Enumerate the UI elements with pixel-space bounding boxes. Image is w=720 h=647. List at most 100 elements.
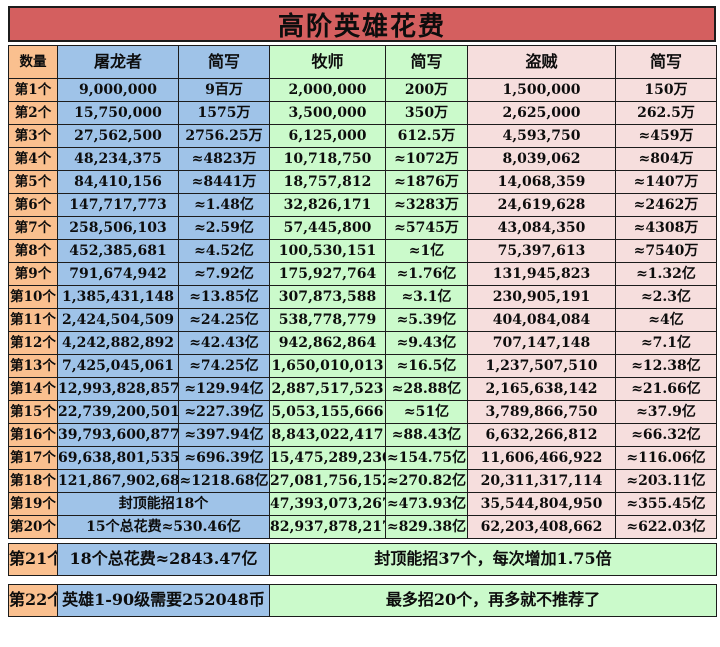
value-cell: ≈4308万 — [615, 216, 717, 240]
row-label: 第18个 — [8, 469, 58, 493]
value-cell: ≈37.9亿 — [615, 400, 717, 424]
value-cell: 62,203,408,662 — [467, 515, 616, 539]
table-row: 第14个 12,993,828,857 ≈129.94亿 2,887,517,523 ≈… — [8, 377, 717, 401]
value-cell: ≈1876万 — [385, 170, 468, 194]
value-cell: 2,424,504,509 — [57, 308, 179, 332]
table-row: 第15个 22,739,200,501 ≈227.39亿 5,053,155,666 ≈… — [8, 400, 717, 424]
value-cell: ≈2.3亿 — [615, 285, 717, 309]
value-cell: ≈154.75亿 — [385, 446, 468, 470]
value-cell: ≈66.32亿 — [615, 423, 717, 447]
value-cell: 791,674,942 — [57, 262, 179, 286]
value-cell: 1,385,431,148 — [57, 285, 179, 309]
value-cell: 35,544,804,950 — [467, 492, 616, 516]
table-title: 高阶英雄花费 — [8, 6, 716, 42]
value-cell: ≈459万 — [615, 124, 717, 148]
table-row: 第5个 84,410,156 ≈8441万 18,757,812 ≈1876万 14,06… — [8, 170, 717, 194]
value-cell: 27,081,756,152 — [269, 469, 386, 493]
value-cell: ≈270.82亿 — [385, 469, 468, 493]
footer-right-cell: 最多招20个，再多就不推荐了 — [268, 584, 718, 617]
table-row: 第2个 15,750,000 1575万 3,500,000 350万 2,625,000… — [8, 101, 717, 125]
value-cell: 100,530,151 — [269, 239, 386, 263]
value-cell: ≈129.94亿 — [178, 377, 270, 401]
value-cell: ≈2.59亿 — [178, 216, 270, 240]
table-row: 第1个 9,000,000 9百万 2,000,000 200万 1,500,000 150… — [8, 78, 717, 102]
footer-row-22: 第22个 英雄1-90级需要252048币 最多招20个，再多就不推荐了 — [8, 584, 718, 617]
value-cell: 452,385,681 — [57, 239, 179, 263]
value-cell: 15,750,000 — [57, 101, 179, 125]
value-cell: 4,242,882,892 — [57, 331, 179, 355]
value-cell: ≈7.1亿 — [615, 331, 717, 355]
row-label: 第12个 — [8, 331, 58, 355]
value-cell: ≈5.39亿 — [385, 308, 468, 332]
value-cell: ≈13.85亿 — [178, 285, 270, 309]
column-header: 简写 — [615, 45, 717, 79]
table-row: 第3个 27,562,500 2756.25万 6,125,000 612.5万 4,59… — [8, 124, 717, 148]
merged-note-cell: 封顶能招18个 — [57, 492, 270, 516]
value-cell: ≈3.1亿 — [385, 285, 468, 309]
hero-cost-table: 数量 屠龙者 简写 牧师 简写 盗贼 简写 第1个 9,000,000 9百万 2,000,000… — [8, 45, 717, 539]
value-cell: 1,500,000 — [467, 78, 616, 102]
row-label: 第1个 — [8, 78, 58, 102]
value-cell: 9百万 — [178, 78, 270, 102]
row-label: 第19个 — [8, 492, 58, 516]
row-label: 第21个 — [8, 543, 58, 576]
value-cell: 150万 — [615, 78, 717, 102]
value-cell: 258,506,103 — [57, 216, 179, 240]
value-cell: 32,826,171 — [269, 193, 386, 217]
value-cell: 14,068,359 — [467, 170, 616, 194]
value-cell: 230,905,191 — [467, 285, 616, 309]
column-header: 屠龙者 — [57, 45, 179, 79]
value-cell: ≈355.45亿 — [615, 492, 717, 516]
value-cell: 1,650,010,013 — [269, 354, 386, 378]
table-row: 第21个 18个总花费≈2843.47亿 封顶能招37个，每次增加1.75倍 — [8, 543, 718, 576]
value-cell: ≈21.66亿 — [615, 377, 717, 401]
row-label: 第8个 — [8, 239, 58, 263]
value-cell: ≈4.52亿 — [178, 239, 270, 263]
value-cell: ≈1亿 — [385, 239, 468, 263]
table-row: 第4个 48,234,375 ≈4823万 10,718,750 ≈1072万 8,039… — [8, 147, 717, 171]
row-label: 第7个 — [8, 216, 58, 240]
value-cell: 7,425,045,061 — [57, 354, 179, 378]
value-cell: 69,638,801,535 — [57, 446, 179, 470]
value-cell: 1,237,507,510 — [467, 354, 616, 378]
value-cell: 39,793,600,877 — [57, 423, 179, 447]
value-cell: ≈622.03亿 — [615, 515, 717, 539]
value-cell: 11,606,466,922 — [467, 446, 616, 470]
value-cell: 404,084,084 — [467, 308, 616, 332]
value-cell: 131,945,823 — [467, 262, 616, 286]
value-cell: ≈28.88亿 — [385, 377, 468, 401]
value-cell: ≈88.43亿 — [385, 423, 468, 447]
row-label: 第14个 — [8, 377, 58, 401]
row-label: 第20个 — [8, 515, 58, 539]
value-cell: 350万 — [385, 101, 468, 125]
value-cell: 6,125,000 — [269, 124, 386, 148]
value-cell: ≈74.25亿 — [178, 354, 270, 378]
row-label: 第16个 — [8, 423, 58, 447]
value-cell: 75,397,613 — [467, 239, 616, 263]
value-cell: ≈1.76亿 — [385, 262, 468, 286]
value-cell: ≈473.93亿 — [385, 492, 468, 516]
value-cell: ≈227.39亿 — [178, 400, 270, 424]
row-label: 第10个 — [8, 285, 58, 309]
row-label: 第13个 — [8, 354, 58, 378]
value-cell: ≈5745万 — [385, 216, 468, 240]
table-row: 第22个 英雄1-90级需要252048币 最多招20个，再多就不推荐了 — [8, 584, 718, 617]
value-cell: 12,993,828,857 — [57, 377, 179, 401]
row-label: 第6个 — [8, 193, 58, 217]
value-cell: 307,873,588 — [269, 285, 386, 309]
table-row: 第8个 452,385,681 ≈4.52亿 100,530,151 ≈1亿 75,397… — [8, 239, 717, 263]
value-cell: 2,625,000 — [467, 101, 616, 125]
value-cell: 84,410,156 — [57, 170, 179, 194]
value-cell: 8,843,022,417 — [269, 423, 386, 447]
value-cell: 2756.25万 — [178, 124, 270, 148]
value-cell: 24,619,628 — [467, 193, 616, 217]
value-cell: 262.5万 — [615, 101, 717, 125]
value-cell: ≈9.43亿 — [385, 331, 468, 355]
merged-note-cell: 15个总花费≈530.46亿 — [57, 515, 270, 539]
value-cell: ≈203.11亿 — [615, 469, 717, 493]
row-label: 第9个 — [8, 262, 58, 286]
value-cell: 2,165,638,142 — [467, 377, 616, 401]
header-row: 数量 屠龙者 简写 牧师 简写 盗贼 简写 — [8, 45, 717, 79]
value-cell: 27,562,500 — [57, 124, 179, 148]
value-cell: ≈24.25亿 — [178, 308, 270, 332]
